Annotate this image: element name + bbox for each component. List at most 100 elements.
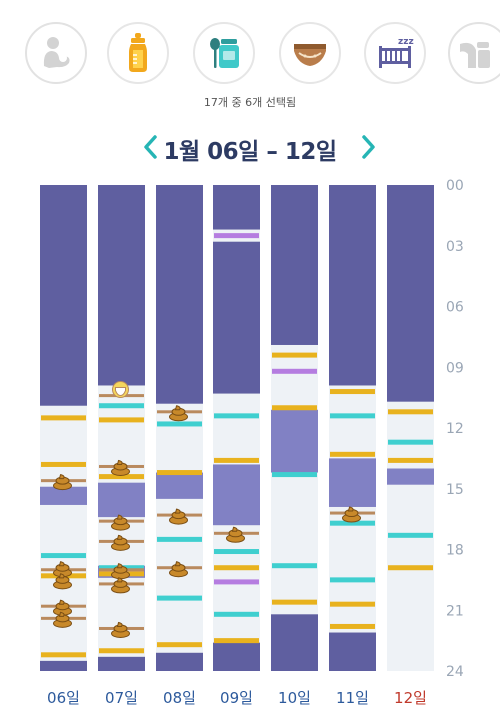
solid-food-mark: [99, 403, 144, 409]
filter-bottle[interactable]: [107, 22, 169, 84]
poop-icon: [53, 573, 72, 590]
nap-bar: [387, 468, 434, 485]
bottle-mark: [272, 599, 317, 605]
solid-food-mark: [388, 439, 433, 445]
sleep-bar: [156, 185, 203, 404]
bottle-mark: [214, 457, 259, 463]
bottle-mark: [157, 642, 202, 648]
sleep-bar: [213, 185, 260, 230]
filter-nursing[interactable]: [25, 22, 87, 84]
bottle-mark: [41, 652, 86, 658]
day-label: 07일: [105, 689, 138, 707]
nap-bar: [271, 409, 318, 473]
date-range-title: 1월 06일 – 12일: [163, 139, 337, 165]
sleep-bar: [387, 185, 434, 402]
filter-breast-pump[interactable]: [448, 22, 500, 84]
pump-mark: [214, 579, 259, 585]
y-tick-label: 24: [446, 664, 464, 680]
svg-text:zzz: zzz: [398, 37, 414, 47]
bottle-mark: [388, 565, 433, 571]
poop-icon: [111, 577, 130, 594]
poop-icon: [53, 561, 72, 578]
day-label: 11일: [336, 689, 369, 707]
bottle-mark: [330, 389, 375, 395]
nap-bar: [156, 472, 203, 499]
sleep-bar: [40, 660, 87, 671]
sleep-bar: [213, 241, 260, 394]
poop-icon: [53, 474, 72, 491]
sleep-bar: [271, 185, 318, 345]
date-navigation: 1월 06일 – 12일: [0, 128, 500, 168]
sleep-bar: [98, 185, 145, 386]
bottle-mark: [330, 601, 375, 607]
bottle-mark: [330, 623, 375, 629]
poop-icon: [342, 506, 361, 523]
poop-icon: [111, 514, 130, 531]
solid-food-mark: [41, 553, 86, 559]
solid-food-mark: [157, 421, 202, 427]
bottle-icon: [129, 33, 147, 72]
wet-diaper-icon: [112, 381, 129, 399]
y-tick-label: 09: [446, 360, 464, 376]
solid-food-mark: [330, 577, 375, 583]
sleep-bar: [329, 185, 376, 386]
bottle-mark: [388, 457, 433, 463]
poop-icon: [111, 621, 130, 638]
sleep-bar: [98, 656, 145, 671]
sleep-bar: [156, 652, 203, 671]
sleep-bar: [40, 185, 87, 406]
nursing-icon: [43, 37, 70, 68]
bottle-mark: [99, 474, 144, 480]
solid-food-mark: [157, 536, 202, 542]
filter-baby-food[interactable]: [193, 22, 255, 84]
pump-mark: [272, 368, 317, 374]
sleep-bar: [329, 632, 376, 671]
bottle-mark: [388, 409, 433, 415]
day-label: 09일: [220, 689, 253, 707]
solid-food-mark: [330, 413, 375, 419]
filter-diaper[interactable]: [279, 22, 341, 84]
poop-icon: [111, 459, 130, 476]
baby-food-icon: [210, 38, 239, 68]
day-label: 12일: [394, 689, 427, 707]
bottle-mark: [41, 461, 86, 467]
bottle-mark: [41, 415, 86, 421]
day-label: 06일: [47, 689, 80, 707]
solid-food-mark: [214, 611, 259, 617]
bottle-mark: [272, 405, 317, 411]
weekly-timeline-chart: 00 03 06 09 12 15 18 21 24 06일 07일 08일 09일 10일 11일 12일: [40, 178, 464, 707]
poop-icon: [226, 526, 245, 543]
solid-food-mark: [157, 595, 202, 601]
solid-food-mark: [330, 520, 375, 526]
y-tick-label: 03: [446, 239, 464, 255]
sleep-crib-icon: zzz: [379, 37, 414, 68]
bottle-mark: [214, 565, 259, 571]
bottle-mark: [99, 417, 144, 423]
solid-food-mark: [388, 532, 433, 538]
nap-bar: [40, 486, 87, 505]
y-tick-label: 18: [446, 543, 464, 559]
solid-food-mark: [214, 549, 259, 555]
chevron-right-icon: [362, 135, 375, 159]
next-week-button[interactable]: [357, 132, 381, 162]
bottle-mark: [214, 638, 259, 644]
chevron-left-icon: [144, 135, 157, 159]
diaper-icon: [294, 44, 326, 66]
bottle-mark: [157, 470, 202, 476]
solid-food-mark: [214, 413, 259, 419]
nap-bar: [98, 482, 145, 518]
day-label: 10일: [278, 689, 311, 707]
filter-sleep[interactable]: zzz: [364, 22, 426, 84]
pump-mark: [214, 233, 259, 239]
day-label: 08일: [163, 689, 196, 707]
bottle-mark: [272, 352, 317, 358]
y-tick-label: 21: [446, 603, 464, 619]
poop-icon: [111, 534, 130, 551]
nap-bar: [213, 464, 260, 526]
solid-food-mark: [272, 472, 317, 478]
sleep-bar: [213, 642, 260, 671]
previous-week-button[interactable]: [138, 132, 162, 162]
category-filter-row: zzz: [0, 22, 500, 92]
y-tick-label: 06: [446, 300, 464, 316]
poop-icon: [169, 508, 188, 525]
